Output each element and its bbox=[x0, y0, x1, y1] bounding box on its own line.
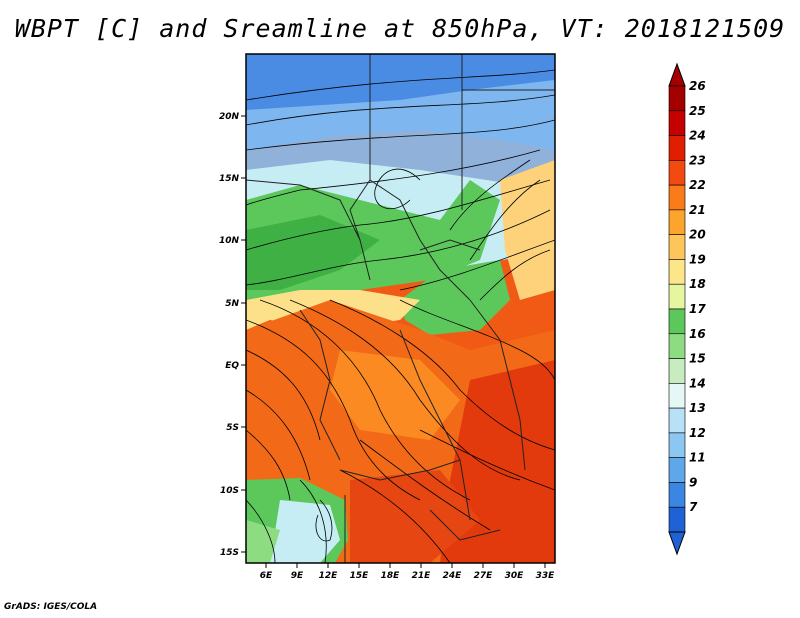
colorbar-label: 25 bbox=[689, 104, 706, 118]
colorbar-swatch bbox=[668, 110, 686, 136]
colorbar-label: 11 bbox=[689, 451, 706, 465]
lon-label: 9E bbox=[291, 571, 304, 581]
colorbar-label: 18 bbox=[689, 277, 706, 291]
colorbar-label: 21 bbox=[689, 203, 706, 217]
lon-label: 6E bbox=[260, 571, 273, 581]
colorbar-swatch bbox=[668, 333, 686, 359]
latitude-axis: 20N 15N 10N 5N EQ 5S 10S 15S bbox=[219, 112, 246, 558]
lon-label: 30E bbox=[505, 571, 525, 581]
colorbar-swatch bbox=[668, 135, 686, 161]
colorbar-label: 26 bbox=[689, 79, 706, 93]
colorbar-label: 14 bbox=[689, 376, 706, 390]
colorbar-swatch bbox=[668, 358, 686, 384]
colorbar-swatch bbox=[668, 234, 686, 260]
lat-label: EQ bbox=[225, 361, 239, 371]
lat-label: 10S bbox=[220, 486, 239, 496]
lat-label: 20N bbox=[219, 112, 240, 122]
colorbar-swatch bbox=[668, 407, 686, 434]
colorbar-swatch bbox=[668, 259, 686, 285]
longitude-axis: 6E 9E 12E 15E 18E 21E 24E 27E 30E 33E bbox=[260, 563, 555, 581]
country-borders bbox=[246, 54, 555, 563]
colorbar-swatch bbox=[668, 85, 686, 112]
lat-label: 5S bbox=[226, 423, 239, 433]
colorbar-arrow-top bbox=[668, 62, 686, 87]
lat-label: 15N bbox=[219, 174, 240, 184]
lat-label: 15S bbox=[220, 548, 239, 558]
colorbar-label: 23 bbox=[689, 153, 706, 167]
colorbar-label: 9 bbox=[689, 475, 697, 489]
lat-label: 5N bbox=[225, 299, 239, 309]
colorbar-swatch bbox=[668, 506, 686, 533]
colorbar-label: 16 bbox=[689, 327, 706, 341]
colorbar-swatch bbox=[668, 209, 686, 235]
colorbar-swatch bbox=[668, 482, 686, 508]
colorbar-swatch bbox=[668, 383, 686, 409]
lon-label: 12E bbox=[319, 571, 339, 581]
colorbar-label: 17 bbox=[689, 302, 706, 316]
colorbar-swatch bbox=[668, 308, 686, 335]
credit-label: GrADS: IGES/COLA bbox=[4, 602, 98, 612]
lon-label: 15E bbox=[350, 571, 370, 581]
colorbar-label: 12 bbox=[689, 426, 706, 440]
chart-title: WBPT [C] and Sreamline at 850hPa, VT: 20… bbox=[14, 14, 786, 43]
colorbar-swatch bbox=[668, 184, 686, 211]
lon-label: 24E bbox=[443, 571, 463, 581]
colorbar-swatch bbox=[668, 283, 686, 310]
lon-label: 33E bbox=[536, 571, 556, 581]
colorbar-swatch bbox=[668, 457, 686, 483]
lon-label: 18E bbox=[381, 571, 401, 581]
colorbar-swatch bbox=[668, 432, 686, 458]
colorbar-label: 19 bbox=[689, 252, 706, 266]
colorbar-swatch bbox=[668, 160, 686, 186]
temperature-field bbox=[246, 54, 555, 563]
colorbar-label: 7 bbox=[689, 500, 698, 514]
colorbar: 26 25 24 23 22 21 20 19 18 17 16 15 14 13 12 11 9 7 bbox=[668, 62, 706, 556]
streamlines bbox=[246, 69, 555, 563]
lon-label: 21E bbox=[412, 571, 432, 581]
lat-label: 10N bbox=[219, 236, 240, 246]
colorbar-label: 20 bbox=[689, 228, 706, 242]
colorbar-label: 24 bbox=[689, 129, 706, 143]
colorbar-label: 22 bbox=[689, 178, 706, 192]
lon-label: 27E bbox=[474, 571, 494, 581]
map-frame bbox=[245, 53, 556, 564]
colorbar-label: 15 bbox=[689, 352, 706, 366]
colorbar-arrow-bottom bbox=[668, 531, 686, 556]
colorbar-label: 13 bbox=[689, 401, 706, 415]
